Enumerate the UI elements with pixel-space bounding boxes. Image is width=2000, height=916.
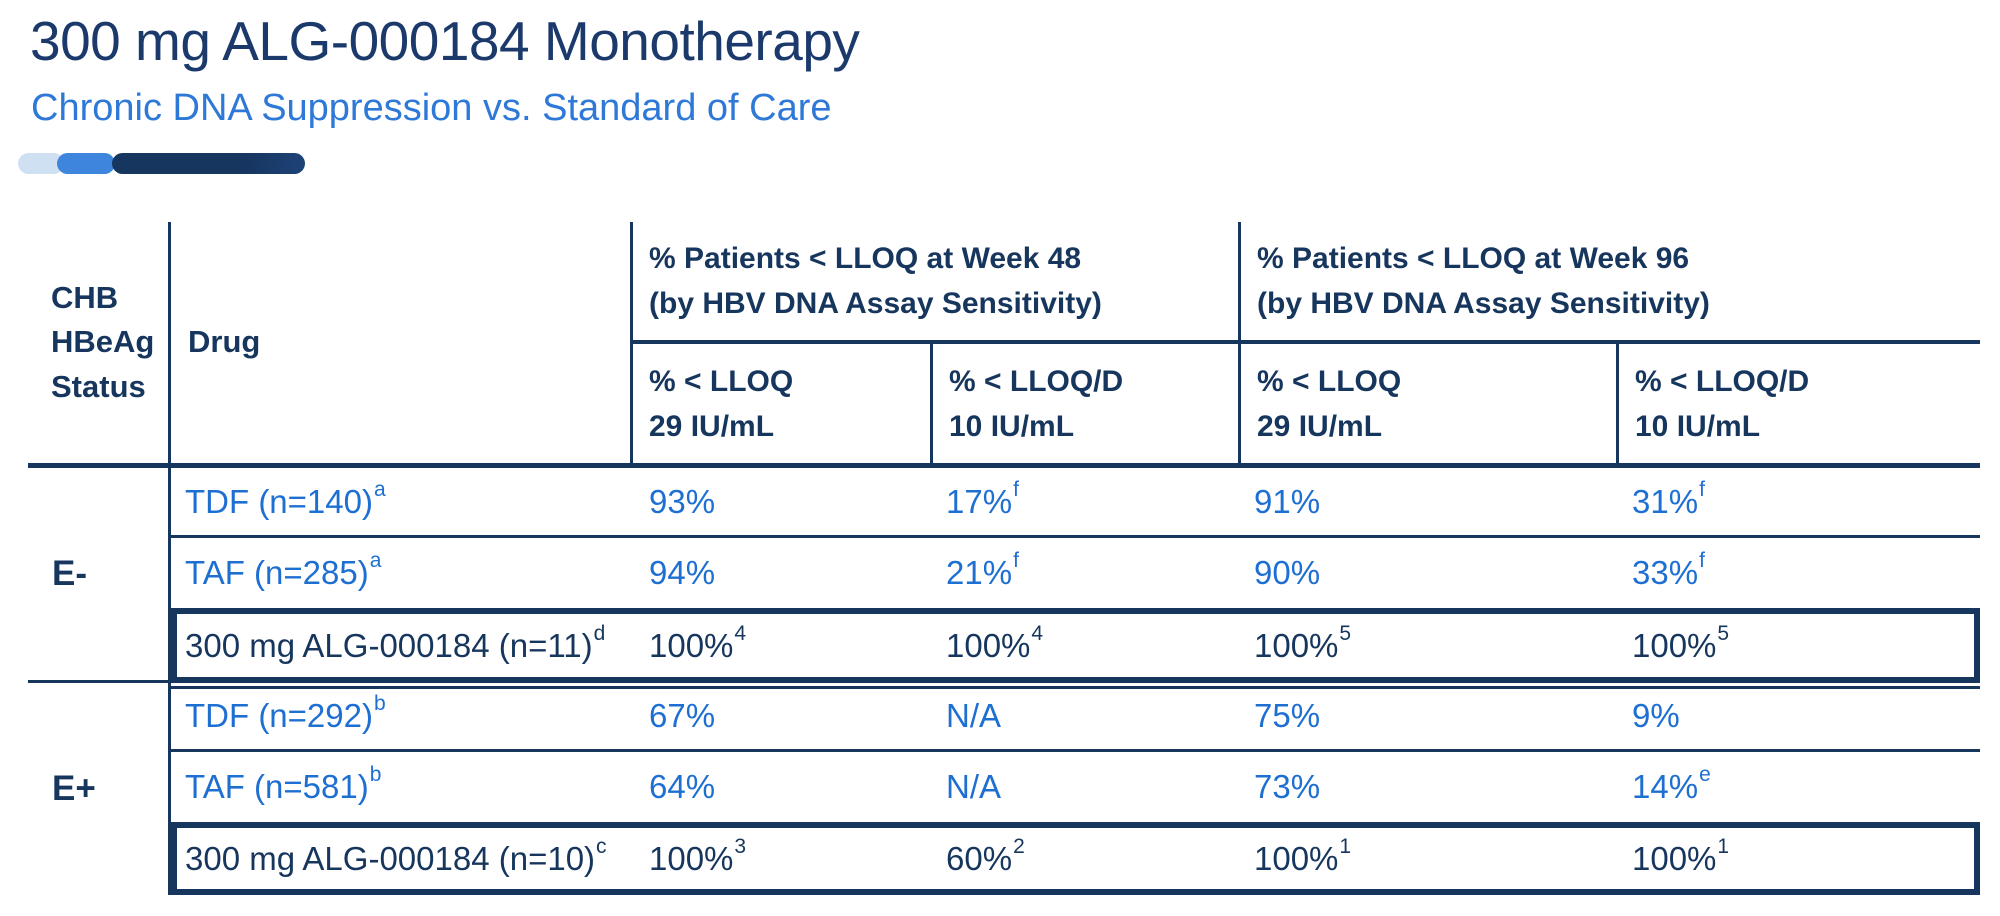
value-cell: 90% <box>1238 538 1616 608</box>
value-text: 14% <box>1632 768 1699 805</box>
accent-pill-light <box>18 153 64 174</box>
section-label-e-negative: E- <box>28 468 171 683</box>
value-cell: 33% f <box>1632 549 1705 591</box>
value-cell: 64% <box>633 752 930 822</box>
subcolumn-header-week48-lloqd10: % < LLOQ/D 10 IU/mL <box>930 344 1238 468</box>
decorative-accent-bar <box>18 153 310 174</box>
value-cell-highlighted: 100% 3 <box>649 834 747 877</box>
value-cell: 17% f <box>930 468 1238 538</box>
results-table: CHB HBeAg Status Drug % Patients < LLOQ … <box>28 222 1980 895</box>
value-text: 73% <box>1254 768 1321 805</box>
subcolumn-header-week96-lloq29: % < LLOQ 29 IU/mL <box>1238 344 1616 468</box>
column-header-drug: Drug <box>171 222 633 468</box>
value-cell: N/A <box>930 752 1238 822</box>
table-row-drug: TDF (n=140) a <box>171 468 633 538</box>
drug-name: TDF (n=292) <box>185 697 373 734</box>
subcolumn-line2: 29 IU/mL <box>1257 409 1383 443</box>
table-row-drug-highlighted: 300 mg ALG-000184 (n=10) c <box>185 834 607 877</box>
table-row-drug-highlighted: 300 mg ALG-000184 (n=11) d <box>185 621 606 664</box>
drug-name: TDF (n=140) <box>185 482 373 520</box>
value-text: 90% <box>1254 554 1321 591</box>
value-cell: 94% <box>633 538 930 608</box>
group-header-line2: (by HBV DNA Assay Sensitivity) <box>649 287 1102 320</box>
value-text: 9% <box>1632 697 1680 734</box>
value-text: 100% <box>1254 626 1339 664</box>
value-cell: 21% f <box>946 549 1019 591</box>
drug-header-label: Drug <box>188 324 261 360</box>
section-label-text: E- <box>52 554 87 593</box>
group-header-line1: % Patients < LLOQ at Week 48 <box>649 242 1082 275</box>
value-text: 60% <box>946 839 1013 877</box>
value-text: 94% <box>649 554 716 591</box>
subcolumn-header-week96-lloqd10: % < LLOQ/D 10 IU/mL <box>1616 344 1980 468</box>
value-text: 100% <box>1632 839 1717 877</box>
subcolumn-line2: 10 IU/mL <box>1635 409 1761 443</box>
status-header-line: CHB <box>51 280 119 316</box>
value-text: 33% <box>1632 554 1699 591</box>
value-cell-highlighted: 100% 1 <box>1632 834 1730 877</box>
group-header-line2: (by HBV DNA Assay Sensitivity) <box>1257 287 1710 320</box>
value-cell: 91% <box>1238 468 1616 538</box>
value-cell-highlighted: 100% 1 <box>1254 834 1352 877</box>
value-cell: 93% <box>633 468 930 538</box>
column-header-chb-hbeag-status: CHB HBeAg Status <box>28 222 171 468</box>
value-text: 100% <box>1254 839 1339 877</box>
subcolumn-line1: % < LLOQ/D <box>949 364 1124 398</box>
value-text: 31% <box>1632 482 1699 520</box>
value-cell: 73% <box>1238 752 1616 822</box>
page-subtitle: Chronic DNA Suppression vs. Standard of … <box>31 87 832 129</box>
subcolumn-line1: % < LLOQ/D <box>1635 364 1810 398</box>
value-cell-highlighted: 100% 4 <box>649 621 747 664</box>
value-cell: 31% f <box>1616 468 1980 538</box>
value-text: 21% <box>946 554 1013 591</box>
subcolumn-header-week48-lloq29: % < LLOQ 29 IU/mL <box>633 344 930 468</box>
value-cell: 14% e <box>1632 763 1711 805</box>
status-header-line: Status <box>51 368 146 404</box>
value-text: 75% <box>1254 697 1321 734</box>
subcolumn-line2: 10 IU/mL <box>949 409 1075 443</box>
value-text: 100% <box>1632 626 1717 664</box>
status-header-line: HBeAg <box>51 324 155 360</box>
drug-name: 300 mg ALG-000184 (n=10) <box>185 839 596 877</box>
value-cell: N/A <box>930 683 1238 752</box>
value-text: 64% <box>649 768 716 805</box>
drug-name: 300 mg ALG-000184 (n=11) <box>185 626 593 664</box>
value-cell-highlighted: 100% 4 <box>946 621 1044 664</box>
value-text: N/A <box>946 697 1002 734</box>
group-header-line1: % Patients < LLOQ at Week 96 <box>1257 242 1690 275</box>
value-text: N/A <box>946 768 1002 805</box>
value-text: 100% <box>649 626 734 664</box>
page-title: 300 mg ALG-000184 Monotherapy <box>30 10 860 72</box>
subcolumn-line1: % < LLOQ <box>649 364 794 398</box>
accent-pill-medium <box>57 153 115 174</box>
value-text: 17% <box>946 482 1013 520</box>
table-row-drug: TDF (n=292) b <box>171 683 633 752</box>
value-cell: 9% <box>1616 683 1980 752</box>
drug-name: TAF (n=581) <box>185 768 369 805</box>
value-cell-highlighted: 100% 5 <box>1632 621 1730 664</box>
drug-name: TAF (n=285) <box>185 554 369 591</box>
table-row-drug: TAF (n=285) a <box>185 549 382 591</box>
accent-pill-dark <box>112 153 305 174</box>
value-text: 93% <box>649 482 716 520</box>
value-text: 100% <box>946 626 1031 664</box>
value-text: 100% <box>649 839 734 877</box>
table-row-drug: TAF (n=581) b <box>185 763 382 805</box>
value-cell: 67% <box>633 683 930 752</box>
subcolumn-line2: 29 IU/mL <box>649 409 775 443</box>
section-label-e-positive: E+ <box>28 683 171 895</box>
value-cell-highlighted: 100% 5 <box>1254 621 1352 664</box>
subcolumn-line1: % < LLOQ <box>1257 364 1402 398</box>
value-text: 91% <box>1254 482 1321 520</box>
value-cell: 75% <box>1238 683 1616 752</box>
section-label-text: E+ <box>52 769 96 808</box>
value-cell-highlighted: 60% 2 <box>946 834 1025 877</box>
group-header-week96: % Patients < LLOQ at Week 96 (by HBV DNA… <box>1238 222 1980 344</box>
group-header-week48: % Patients < LLOQ at Week 48 (by HBV DNA… <box>633 222 1238 344</box>
value-text: 67% <box>649 697 716 734</box>
